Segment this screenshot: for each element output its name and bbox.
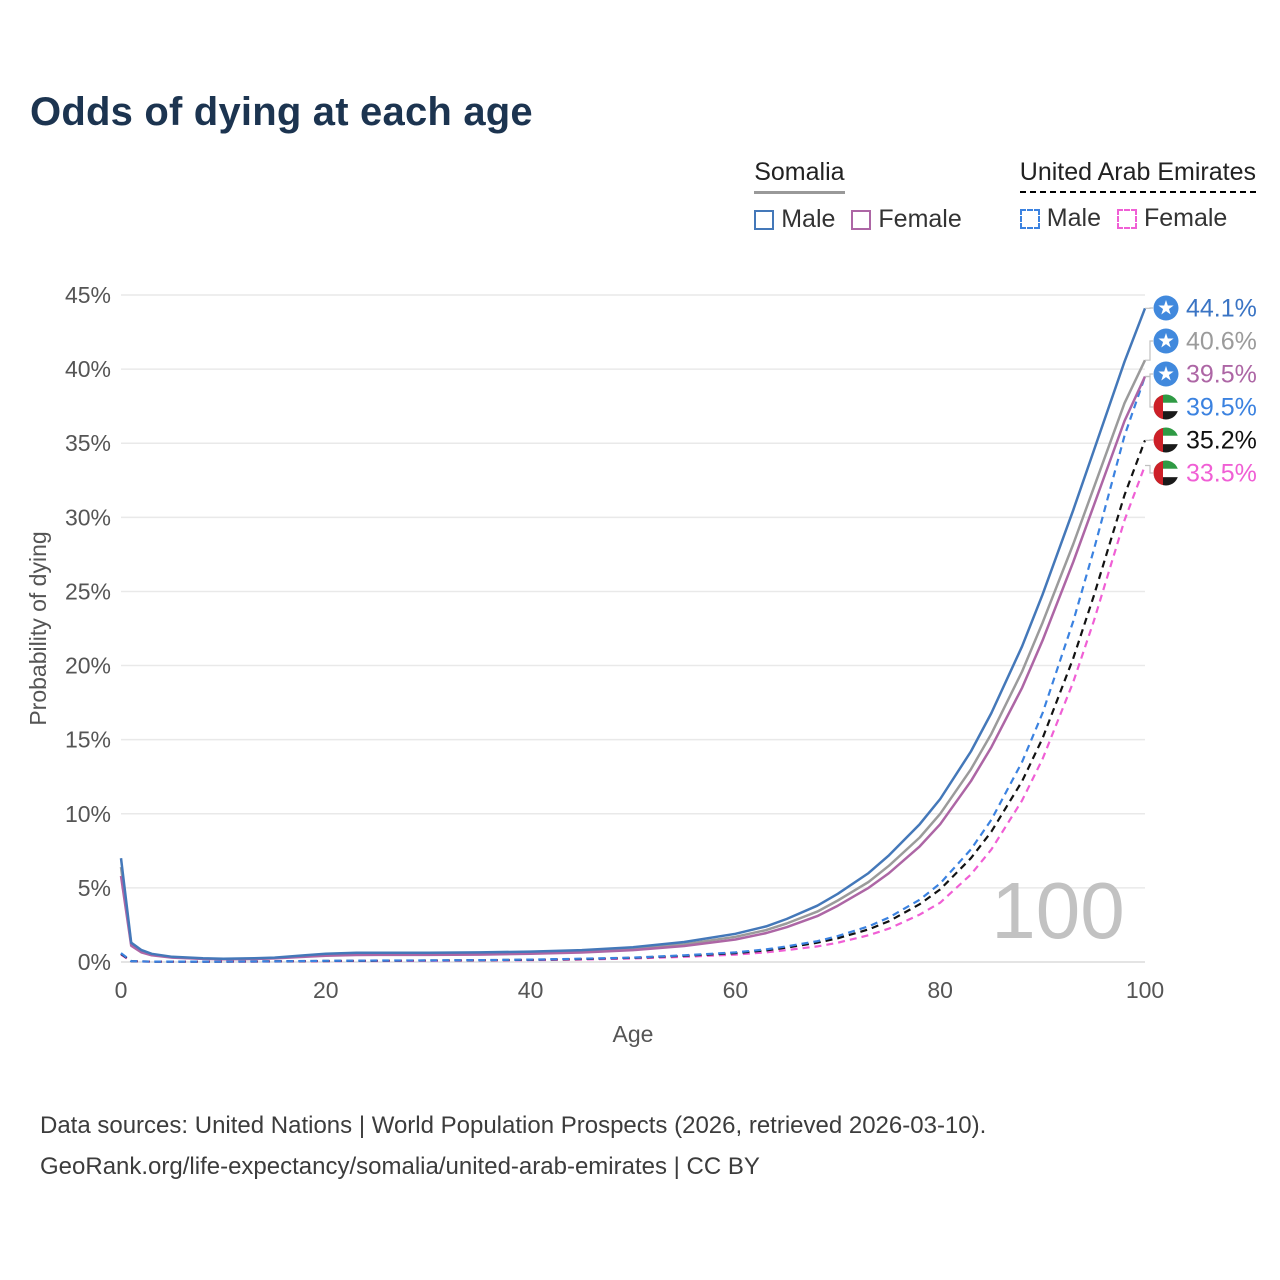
y-axis-title: Probability of dying (25, 531, 51, 725)
legend-title-uae: United Arab Emirates (1019, 158, 1256, 193)
uae-male-swatch-icon (1019, 208, 1040, 229)
legend-group-somalia: Somalia Male Female (754, 158, 978, 234)
legend-items-somalia: Male Female (754, 205, 978, 234)
age-watermark: 100 (991, 866, 1124, 955)
series-end-label: 33.5% (1153, 460, 1257, 488)
y-tick-label: 45% (65, 282, 111, 308)
y-tick-label: 5% (78, 875, 111, 901)
attribution-text: GeoRank.org/life-expectancy/somalia/unit… (40, 1153, 760, 1180)
y-tick-label: 40% (65, 356, 111, 382)
uae-flag-icon (1153, 394, 1179, 420)
series-end-value: 39.5% (1186, 394, 1257, 422)
y-tick-label: 35% (65, 430, 111, 456)
series-end-value: 44.1% (1186, 295, 1257, 323)
series-end-label: 39.5% (1153, 361, 1257, 389)
somalia-star-icon (1158, 300, 1174, 315)
x-tick-label: 20 (313, 977, 339, 1003)
data-sources-text: Data sources: United Nations | World Pop… (40, 1112, 987, 1139)
y-tick-label: 10% (65, 801, 111, 827)
y-tick-label: 15% (65, 727, 111, 753)
legend-label-somalia-female: Female (878, 205, 962, 233)
legend-items-uae: Male Female (1019, 204, 1244, 233)
legend-label-uae-male: Male (1046, 204, 1101, 232)
somalia-male-swatch-icon (754, 209, 775, 230)
series-end-value: 35.2% (1186, 427, 1257, 455)
uae-female-swatch-icon (1116, 208, 1137, 229)
series-end-value: 40.6% (1186, 328, 1257, 356)
somalia-star-icon (1158, 333, 1174, 348)
x-tick-label: 0 (115, 977, 128, 1003)
somalia-female-swatch-icon (851, 209, 872, 230)
series-line-somalia-male (119, 307, 1147, 960)
x-tick-label: 60 (723, 977, 749, 1003)
y-tick-label: 25% (65, 578, 111, 604)
y-tick-label: 30% (65, 504, 111, 530)
x-axis-title: Age (613, 1021, 654, 1047)
x-tick-label: 80 (927, 977, 953, 1003)
end-label-connector (1145, 375, 1153, 408)
legend-label-uae-female: Female (1143, 204, 1228, 232)
end-label-connector (1145, 464, 1153, 474)
series-end-value: 33.5% (1186, 460, 1257, 488)
footer: Data sources: United Nations | World Pop… (40, 1105, 986, 1187)
somalia-star-icon (1158, 366, 1174, 381)
legend: Somalia Male Female United Arab Emirates… (754, 158, 1256, 234)
x-tick-label: 100 (1126, 977, 1164, 1003)
uae-flag-icon (1153, 427, 1179, 453)
legend-title-somalia: Somalia (754, 158, 845, 194)
legend-label-somalia-male: Male (781, 205, 836, 233)
series-line-uae-male (120, 376, 1147, 963)
series-end-label: 39.5% (1153, 394, 1257, 422)
x-tick-label: 40 (518, 977, 544, 1003)
uae-flag-icon (1153, 460, 1179, 486)
series-end-label: 35.2% (1153, 427, 1257, 455)
series-end-label: 44.1% (1153, 295, 1257, 323)
series-end-label: 40.6% (1153, 328, 1257, 356)
series-end-value: 39.5% (1186, 361, 1257, 389)
y-tick-label: 0% (78, 949, 111, 975)
legend-group-uae: United Arab Emirates Male Female (1019, 158, 1256, 234)
page-title: Odds of dying at each age (30, 90, 533, 134)
end-label-connector (1145, 340, 1153, 361)
y-tick-label: 20% (65, 653, 111, 679)
